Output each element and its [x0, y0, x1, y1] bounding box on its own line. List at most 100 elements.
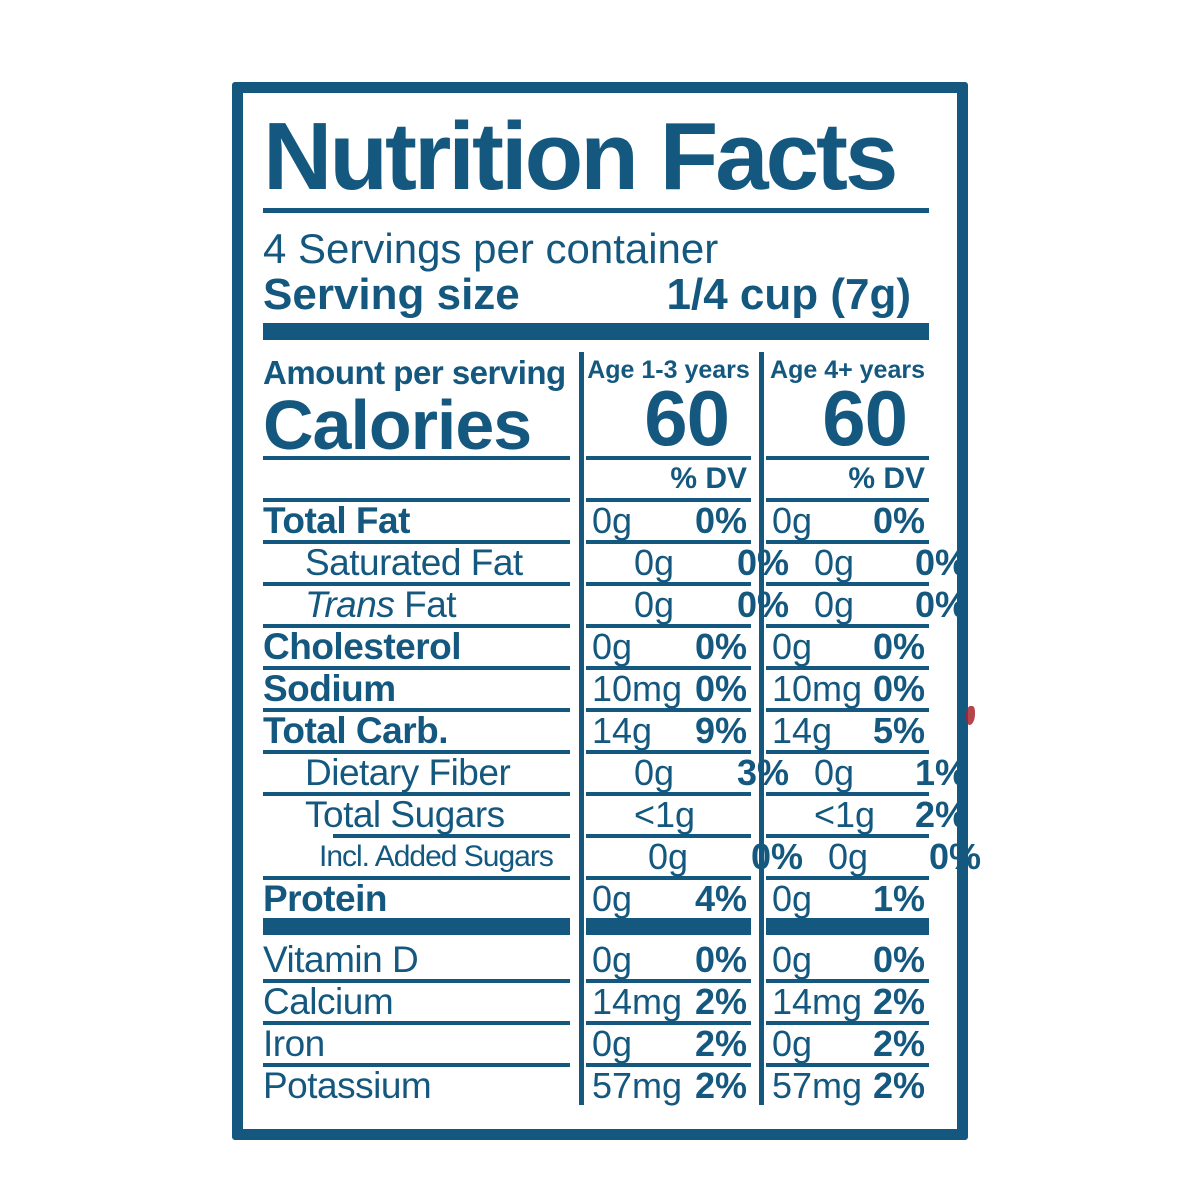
- amount-value: 0g: [772, 1023, 813, 1064]
- amount-value: 14g: [772, 710, 833, 751]
- row-separator: [263, 624, 929, 628]
- amount-value: 0g: [592, 878, 633, 919]
- calories-label-cell: Amount per serving Calories: [263, 352, 570, 464]
- red-print-mark: [966, 706, 975, 725]
- calories-label: Calories: [263, 386, 532, 464]
- daily-value-percent: 0%: [694, 626, 747, 667]
- daily-value-percent: 2%: [872, 1023, 925, 1064]
- amount-value: 0g: [648, 836, 689, 877]
- amount-value: 57mg: [592, 1065, 683, 1106]
- daily-value-percent: 0%: [872, 668, 925, 709]
- row-separator: [263, 979, 929, 983]
- daily-value-percent: 1%: [914, 752, 967, 793]
- amount-value: 0g: [592, 939, 633, 980]
- row-separator: [263, 1063, 929, 1067]
- amount-value: 0g: [814, 752, 855, 793]
- value-cell-age-4plus: 10mg 0%: [766, 668, 929, 710]
- value-cell-age-1-3: 0g3%: [628, 752, 793, 794]
- nutrient-row: Total Sugars <1g <1g 2%: [263, 794, 967, 836]
- amount-value: 0g: [814, 584, 855, 625]
- daily-value-percent: 2%: [694, 981, 747, 1022]
- daily-value-percent: 0%: [694, 500, 747, 541]
- daily-value-percent: 5%: [872, 710, 925, 751]
- daily-value-percent: 2%: [872, 981, 925, 1022]
- daily-value-percent: 0%: [872, 500, 925, 541]
- age-1-3-column-header-cell: Age 1-3 years 60: [586, 352, 751, 457]
- amount-value: 0g: [772, 939, 813, 980]
- value-cell-age-1-3: 0g 0%: [586, 500, 751, 542]
- nutrition-facts-title: Nutrition Facts: [263, 103, 898, 210]
- percent-dv-header-age-4plus: % DV: [848, 462, 925, 495]
- nutrient-row: Incl. Added Sugars 0g 0% 0g 0%: [263, 836, 981, 877]
- servings-per-container: 4 Servings per container: [263, 225, 719, 272]
- amount-value: 14mg: [772, 981, 863, 1022]
- nutrient-label: Total Carb.: [263, 710, 449, 751]
- serving-size-row: Serving size 1/4 cup (7g): [263, 271, 929, 319]
- serving-size-label: Serving size: [263, 270, 520, 319]
- amount-value: 0g: [634, 752, 675, 793]
- nutrient-label: Saturated Fat: [305, 542, 523, 583]
- value-cell-age-1-3: 0g 2%: [586, 1023, 751, 1065]
- value-cell-age-4plus: 0g 1%: [808, 752, 971, 794]
- amount-value: 0g: [772, 626, 813, 667]
- value-cell-age-1-3: <1g: [628, 794, 793, 836]
- amount-value: 0g: [592, 626, 633, 667]
- nutrient-row: Dietary Fiber0g3%0g1%: [263, 752, 967, 794]
- percent-dv-header-age-1-3: % DV: [670, 462, 747, 495]
- nutrient-row: Total Carb. 14g 9% 14g 5%: [263, 710, 929, 752]
- row-separator: [263, 708, 929, 712]
- row-separator: [263, 498, 929, 502]
- amount-value: 57mg: [772, 1065, 863, 1106]
- row-separator: [263, 876, 929, 880]
- row-separator: [263, 540, 929, 544]
- value-cell-age-4plus: 0g 0%: [766, 500, 929, 542]
- thick-divider-bar-top: [263, 323, 929, 340]
- nutrient-row: Protein 0g 4% 0g 1%: [263, 878, 929, 919]
- percent-dv-header-row: % DV % DV: [263, 460, 929, 498]
- daily-value-percent: 0%: [914, 584, 967, 625]
- age-4plus-header: Age 4+ years: [770, 356, 925, 384]
- age-1-3-header: Age 1-3 years: [587, 356, 750, 384]
- calories-value-age-4plus: 60: [822, 374, 908, 462]
- amount-value: <1g: [814, 794, 876, 835]
- daily-value-percent: 0%: [694, 668, 747, 709]
- vitamin-row: Vitamin D 0g 0% 0g 0%: [263, 939, 929, 980]
- row-separator: [263, 666, 929, 670]
- vitamin-rows-section: Vitamin D 0g 0% 0g 0% Calcium 14mg 2% 14mg 2% Iron…: [263, 939, 929, 1107]
- nutrient-label: Total Sugars: [305, 794, 505, 835]
- column-divider-2: [759, 352, 764, 1105]
- nutrient-row: Sodium 10mg 0% 10mg 0%: [263, 668, 929, 710]
- value-cell-age-4plus: 0g 2%: [766, 1023, 929, 1065]
- value-cell-age-4plus: 14mg 2%: [766, 981, 929, 1023]
- daily-value-percent: 4%: [694, 878, 747, 919]
- row-separator: [263, 456, 929, 460]
- nutrient-label: Protein: [263, 878, 387, 919]
- daily-value-percent: 2%: [914, 794, 967, 835]
- daily-value-percent: 0%: [872, 626, 925, 667]
- amount-value: 0g: [772, 878, 813, 919]
- nutrient-label: Cholesterol: [263, 626, 462, 667]
- nutrient-label: Total Fat: [263, 500, 410, 541]
- nutrient-label: Dietary Fiber: [305, 752, 511, 793]
- value-cell-age-4plus: 0g 0%: [766, 626, 929, 668]
- amount-value: <1g: [634, 794, 696, 835]
- value-cell-age-1-3: 14g 9%: [586, 710, 751, 752]
- amount-value: 0g: [634, 584, 675, 625]
- daily-value-percent: 9%: [694, 710, 747, 751]
- value-cell-age-1-3: 0g0%: [628, 584, 793, 626]
- nutrient-row: Cholesterol 0g 0% 0g 0%: [263, 626, 929, 668]
- nutrient-label: Vitamin D: [263, 939, 419, 980]
- row-separator: [263, 834, 929, 838]
- value-cell-age-4plus: 0g 0%: [808, 542, 971, 584]
- nutrient-label: Potassium: [263, 1065, 432, 1106]
- value-cell-age-4plus: 14g 5%: [766, 710, 929, 752]
- amount-value: 0g: [592, 500, 633, 541]
- value-cell-age-4plus: 57mg 2%: [766, 1065, 929, 1107]
- value-cell-age-1-3: 14mg 2%: [586, 981, 751, 1023]
- serving-size-value: 1/4 cup (7g): [666, 270, 912, 319]
- value-cell-age-1-3: 10mg 0%: [586, 668, 751, 710]
- daily-value-percent: 2%: [694, 1065, 747, 1106]
- title-divider-rule: [263, 208, 929, 213]
